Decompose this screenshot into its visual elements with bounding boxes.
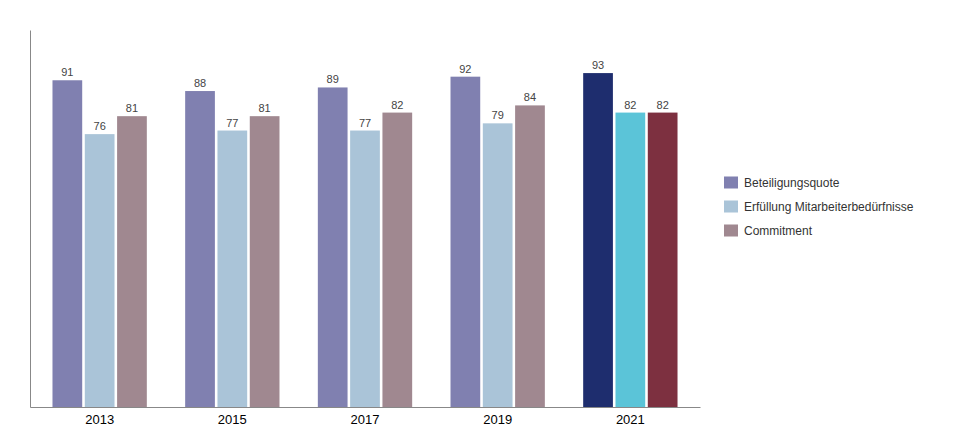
legend: Beteiligungsquote Erfüllung Mitarbeiterbe… [724,176,914,238]
data-label: 82 [391,99,403,111]
data-label: 92 [459,63,471,75]
legend-swatch [724,201,738,213]
data-label: 81 [126,102,138,114]
x-axis-line [31,407,701,408]
bar [52,80,82,407]
legend-label: Beteiligungsquote [744,176,840,190]
legend-label: Erfüllung Mitarbeiterbedürfnisse [744,200,914,214]
data-label: 76 [94,120,106,132]
bar [117,116,147,407]
data-label: 77 [359,117,371,129]
bar [615,113,645,407]
data-labels: 91 88 89 92 93 76 77 77 79 82 81 81 82 84 82 [61,59,669,132]
x-tick-label: 2015 [218,412,247,427]
bar [583,73,613,407]
data-label: 79 [492,109,504,121]
data-label: 93 [592,59,604,71]
bar [217,131,247,407]
legend-swatch [724,177,738,189]
bar [185,91,215,407]
x-tick: 2021 [616,407,645,427]
bar [85,134,115,407]
y-axis [30,31,31,408]
bar [451,77,481,407]
x-tick: 2019 [483,407,512,427]
x-tick: 2013 [85,407,114,427]
data-label: 77 [226,117,238,129]
x-tick: 2017 [351,407,380,427]
data-label: 88 [194,77,206,89]
data-label: 91 [61,66,73,78]
x-axis: 2013 2015 2017 2019 2021 [31,407,701,427]
bar [318,87,348,407]
x-tick-label: 2017 [351,412,380,427]
bar [648,113,678,407]
x-tick-label: 2021 [616,412,645,427]
bar [382,113,412,407]
legend-swatch [724,225,738,237]
data-label: 89 [327,73,339,85]
bar [350,131,380,407]
y-axis-line [30,31,31,408]
x-tick: 2015 [218,407,247,427]
data-label: 84 [524,91,536,103]
data-label: 82 [657,99,669,111]
x-tick-label: 2019 [483,412,512,427]
bar [515,105,545,407]
legend-label: Commitment [744,224,813,238]
legend-item: Erfüllung Mitarbeiterbedürfnisse [724,200,914,214]
plot: 9188899293767777798281818284822013201520… [31,31,701,428]
bar [250,116,280,407]
legend-item: Commitment [724,224,813,238]
data-label: 82 [624,99,636,111]
data-label: 81 [259,102,271,114]
bar [483,123,513,407]
legend-item: Beteiligungsquote [724,176,840,190]
bars [52,73,677,407]
x-tick-label: 2013 [85,412,114,427]
chart: 9188899293767777798281818284822013201520… [0,0,960,447]
